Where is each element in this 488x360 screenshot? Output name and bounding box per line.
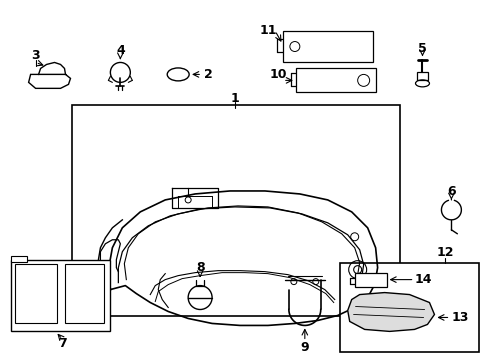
Text: 13: 13: [451, 311, 468, 324]
Text: 9: 9: [300, 341, 308, 354]
Bar: [354, 273, 386, 287]
Text: 4: 4: [116, 44, 124, 57]
Bar: [416, 72, 427, 80]
Text: 14: 14: [414, 273, 431, 286]
Text: 11: 11: [259, 24, 276, 37]
Text: 1: 1: [230, 92, 239, 105]
Bar: [11, 256, 26, 262]
Polygon shape: [29, 75, 70, 88]
Polygon shape: [347, 293, 433, 332]
Text: 8: 8: [195, 261, 204, 274]
Text: 6: 6: [446, 185, 455, 198]
Text: 3: 3: [31, 49, 40, 62]
Bar: [339, 263, 478, 352]
Bar: [72, 105, 399, 316]
Bar: [283, 31, 372, 62]
Text: 10: 10: [268, 68, 286, 81]
Bar: [295, 68, 375, 92]
Text: 7: 7: [58, 337, 67, 350]
Text: 12: 12: [436, 246, 453, 259]
Bar: [11, 260, 110, 332]
Text: 5: 5: [417, 42, 426, 55]
Bar: [15, 264, 57, 323]
Bar: [64, 264, 104, 323]
Text: 2: 2: [203, 68, 212, 81]
